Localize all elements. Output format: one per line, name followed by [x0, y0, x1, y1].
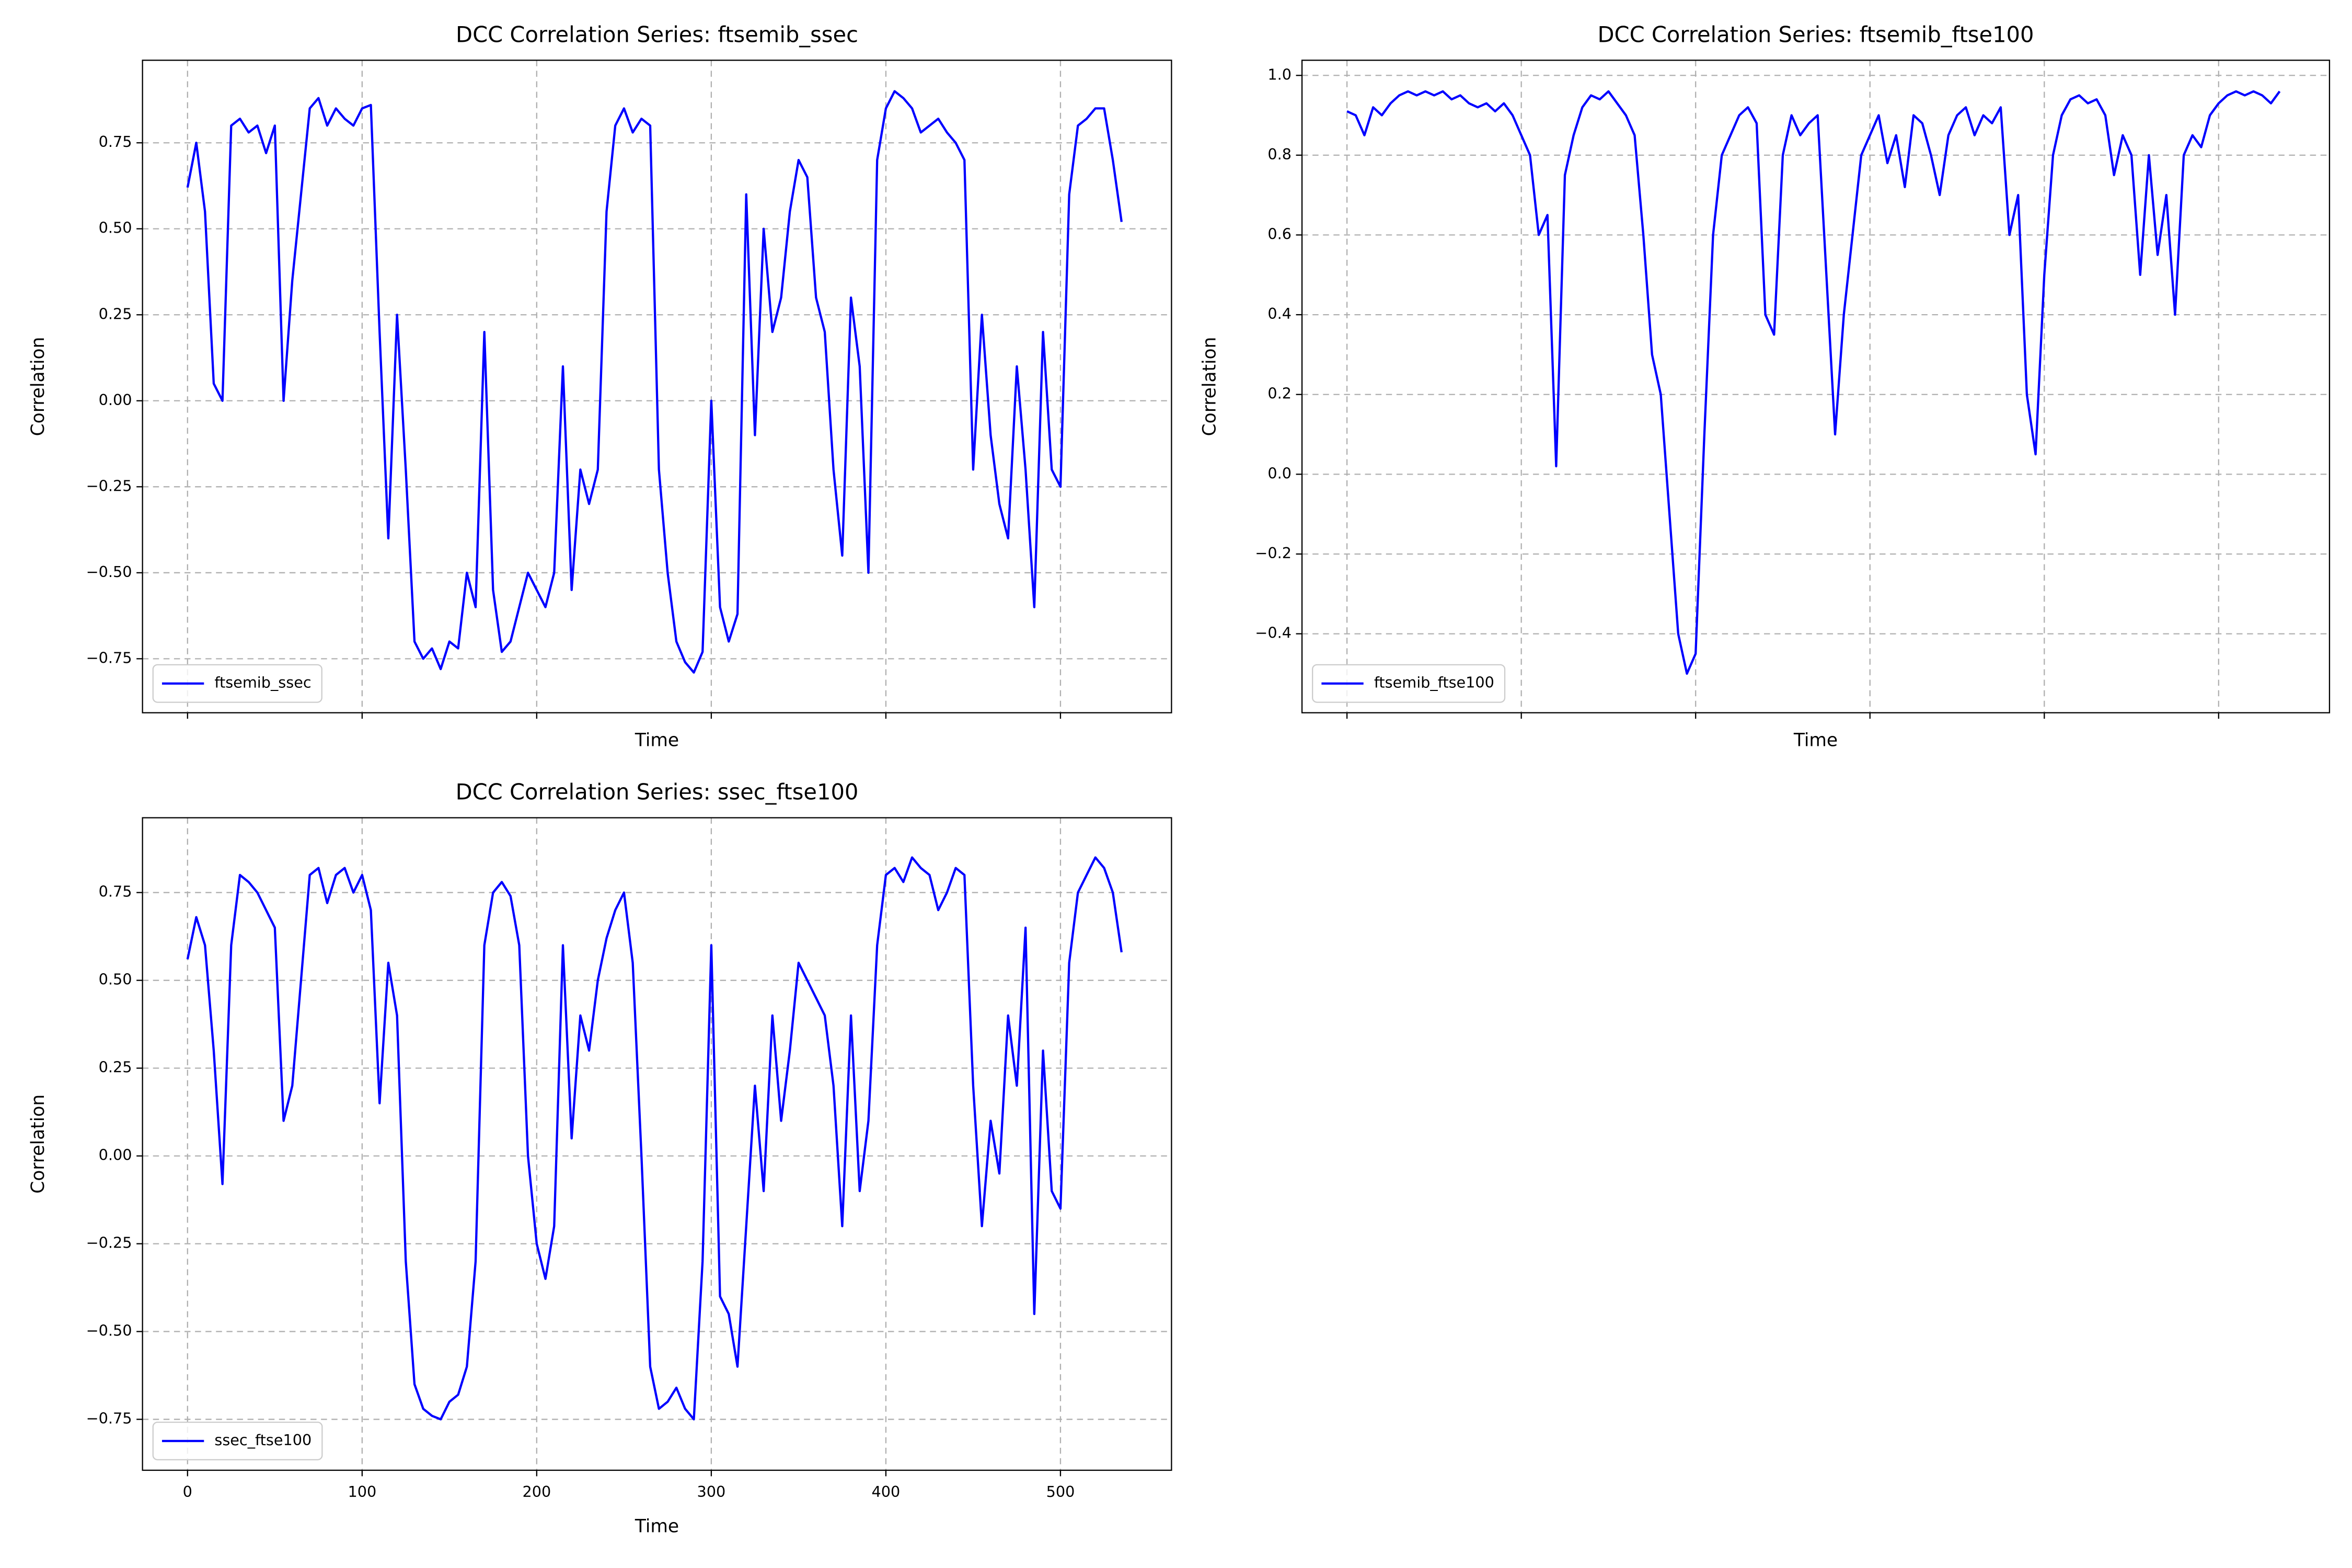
x-tick-label: 400 — [872, 1483, 901, 1501]
y-tick-label: 0.75 — [99, 133, 132, 151]
legend-label: ftsemib_ftse100 — [1374, 674, 1494, 691]
y-tick-label: −0.50 — [86, 1322, 132, 1340]
x-axis-label: Time — [635, 730, 679, 751]
x-axis-label: Time — [1793, 730, 1838, 751]
x-axis-label: Time — [635, 1516, 679, 1537]
x-tick-label: 500 — [1046, 1483, 1075, 1501]
data-line — [186, 856, 1123, 1421]
chart-title: DCC Correlation Series: ftsemib_ssec — [456, 21, 858, 47]
y-tick-label: 0.0 — [1267, 464, 1292, 482]
y-tick-label: −0.75 — [86, 1410, 132, 1427]
y-tick-label: −0.4 — [1255, 624, 1292, 642]
x-tick-label: 300 — [697, 1483, 726, 1501]
axes-frame — [1301, 60, 2331, 713]
legend-box — [152, 664, 322, 703]
y-tick-label: 0.00 — [99, 1146, 132, 1164]
y-tick-label: 0.8 — [1267, 145, 1292, 163]
y-tick-label: 0.4 — [1267, 305, 1292, 322]
y-tick-label: 0.2 — [1267, 385, 1292, 402]
y-tick-label: 0.00 — [99, 391, 132, 409]
legend-box — [152, 1421, 323, 1461]
y-axis-label: Correlation — [28, 1094, 49, 1194]
legend-box — [1312, 664, 1506, 703]
y-tick-label: 0.25 — [99, 305, 132, 322]
legend: ftsemib_ftse100 — [1312, 664, 1506, 703]
y-axis-label: Correlation — [1200, 337, 1220, 436]
y-tick-label: −0.25 — [86, 477, 132, 494]
x-tick-label: 0 — [183, 1483, 192, 1501]
chart-title: DCC Correlation Series: ftsemib_ftse100 — [1598, 21, 2034, 47]
y-tick-label: −0.75 — [86, 649, 132, 666]
y-tick-label: 0.75 — [99, 883, 132, 901]
data-line — [186, 90, 1123, 674]
legend-label: ssec_ftse100 — [214, 1431, 312, 1449]
chart-title: DCC Correlation Series: ssec_ftse100 — [456, 779, 859, 805]
x-tick-label: 200 — [522, 1483, 551, 1501]
y-tick-label: 0.6 — [1267, 225, 1292, 243]
legend: ssec_ftse100 — [152, 1421, 323, 1461]
y-tick-label: 0.50 — [99, 971, 132, 988]
legend-label: ftsemib_ssec — [214, 674, 311, 691]
y-tick-label: 0.25 — [99, 1058, 132, 1076]
subplot: −0.4 −0.2 0.0 0.2 0.4 0.6 0.8 1.0 DCC Correlatio… — [1200, 21, 2331, 751]
data-line — [1346, 90, 2281, 675]
y-tick-label: 0.50 — [99, 219, 132, 237]
subplot: −0.75 −0.50 −0.25 0.00 0.25 0.50 0.75 DCC Corre… — [28, 21, 1172, 751]
axes-frame — [142, 817, 1172, 1471]
y-tick-label: 1.0 — [1267, 65, 1292, 83]
subplot: −0.75 −0.50 −0.25 0.00 0.25 0.50 0.75 0 100 200 30… — [28, 779, 1172, 1537]
y-tick-label: −0.25 — [86, 1234, 132, 1252]
y-axis-label: Correlation — [28, 337, 49, 436]
y-tick-label: −0.2 — [1255, 544, 1292, 562]
legend: ftsemib_ssec — [152, 664, 322, 703]
x-tick-label: 100 — [348, 1483, 376, 1501]
axes-frame — [142, 60, 1172, 713]
y-tick-label: −0.50 — [86, 563, 132, 581]
